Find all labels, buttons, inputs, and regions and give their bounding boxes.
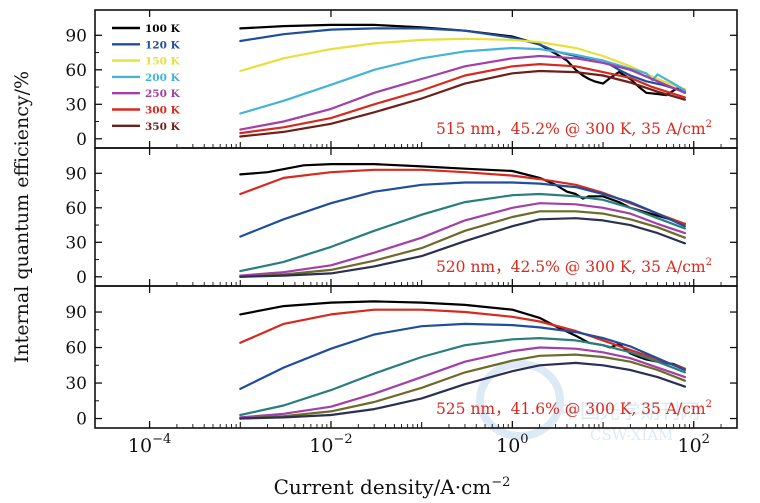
series-lines [239, 300, 686, 420]
annotation-superscript: 2 [706, 399, 712, 410]
y-tick-label: 90 [65, 26, 87, 46]
legend: 100 K 120 K 150 K 200 K 250 K 300 K 350 K [112, 23, 181, 133]
y-tick-label: 0 [76, 410, 87, 430]
x-tick-label: 100 [496, 432, 528, 457]
x-tick-label-base: 10 [309, 435, 333, 457]
x-tick-label-exp: −4 [152, 432, 171, 447]
y-tick-label: 0 [76, 130, 87, 150]
x-tick-label-base: 10 [496, 435, 520, 457]
series-line-250k [239, 54, 686, 131]
y-tick-label: 60 [65, 61, 87, 81]
legend-label: 100 K [145, 23, 181, 35]
x-tick-label-base: 10 [677, 435, 701, 457]
annotation-text: 520 nm，42.5% @ 300 K, 35 A/cm [436, 258, 706, 276]
series-line-250k [239, 202, 686, 277]
y-tick-label: 30 [65, 233, 87, 253]
series-line-200k [239, 192, 686, 273]
y-tick-label: 90 [65, 164, 87, 184]
series-line-350k [239, 217, 686, 278]
y-axis-label: Internal quantum efficiency/% [11, 71, 33, 363]
watermark: 中国光学期刊网 CSW-XIAM [476, 360, 700, 444]
x-tick-label: 102 [677, 432, 709, 457]
x-tick-label-exp: −2 [333, 432, 352, 447]
legend-label: 350 K [145, 121, 181, 133]
x-tick-labels: 10−4 10−2 100 102 [128, 432, 710, 457]
series-line-200k [239, 46, 686, 115]
annotation-superscript: 2 [706, 119, 712, 130]
series-line-250k [239, 346, 686, 419]
annotation-superscript: 2 [706, 257, 712, 268]
x-tick-label-exp: 2 [702, 432, 710, 447]
series-line-300k [239, 353, 686, 420]
series-line-150k [239, 37, 686, 91]
series-line-150k [239, 322, 686, 390]
x-tick-label: 10−4 [128, 432, 171, 457]
series-lines [239, 23, 686, 138]
y-tick-label: 90 [65, 303, 87, 323]
legend-label: 120 K [145, 39, 181, 51]
legend-label: 250 K [145, 88, 181, 100]
series-line-300k [239, 210, 686, 278]
series-line-100k [239, 300, 686, 370]
legend-item: 200 K [112, 72, 181, 84]
x-tick-label-exp: 0 [520, 432, 528, 447]
panel-top: 0 30 60 90 515 nm，45.2% @ 300 K, 35 A/cm2 [65, 9, 738, 150]
series-line-300k [239, 62, 686, 135]
y-tick-label: 60 [65, 339, 87, 359]
legend-item: 300 K [112, 105, 181, 117]
annotation-text: 525 nm，41.6% @ 300 K, 35 A/cm [436, 400, 706, 418]
x-axis-label-exponent: −2 [491, 475, 510, 490]
panel-annotation: 515 nm，45.2% @ 300 K, 35 A/cm2 [436, 119, 712, 138]
series-lines [239, 163, 686, 278]
y-tick-label: 0 [76, 268, 87, 288]
legend-item: 350 K [112, 121, 181, 133]
annotation-text: 515 nm，45.2% @ 300 K, 35 A/cm [436, 120, 706, 138]
legend-label: 300 K [145, 105, 181, 117]
panel-annotation: 520 nm，42.5% @ 300 K, 35 A/cm2 [436, 257, 712, 276]
x-tick-label: 10−2 [309, 432, 352, 457]
panel-frame [94, 285, 738, 429]
panel-annotation: 525 nm，41.6% @ 300 K, 35 A/cm2 [436, 399, 712, 418]
y-tick-label: 30 [65, 374, 87, 394]
legend-label: 150 K [145, 56, 181, 68]
y-tick-label: 60 [65, 199, 87, 219]
legend-item: 100 K [112, 23, 181, 35]
legend-label: 200 K [145, 72, 181, 84]
x-axis-label: Current density/A·cm−2 [274, 475, 511, 499]
y-tick-label: 30 [65, 95, 87, 115]
watermark-line2: CSW-XIAM [590, 426, 673, 444]
x-axis-label-text: Current density/A·cm [274, 475, 492, 499]
panel-bottom: 0 30 60 90 525 nm，41.6% @ 300 K, 35 A/cm2 [65, 285, 738, 430]
legend-item: 150 K [112, 56, 181, 68]
watermark-logo [476, 360, 564, 440]
series-line-200k [239, 337, 686, 417]
x-tick-label-base: 10 [128, 435, 152, 457]
legend-item: 120 K [112, 39, 181, 51]
series-line-350k [239, 69, 686, 138]
series-line-150k [239, 181, 686, 238]
watermark-line1: 中国光学期刊网 [560, 399, 700, 423]
panel-middle: 0 30 60 90 520 nm，42.5% @ 300 K, 35 A/cm2 [65, 147, 738, 288]
series-line-120k [239, 308, 686, 370]
series-line-350k [239, 361, 686, 420]
legend-item: 250 K [112, 88, 181, 100]
